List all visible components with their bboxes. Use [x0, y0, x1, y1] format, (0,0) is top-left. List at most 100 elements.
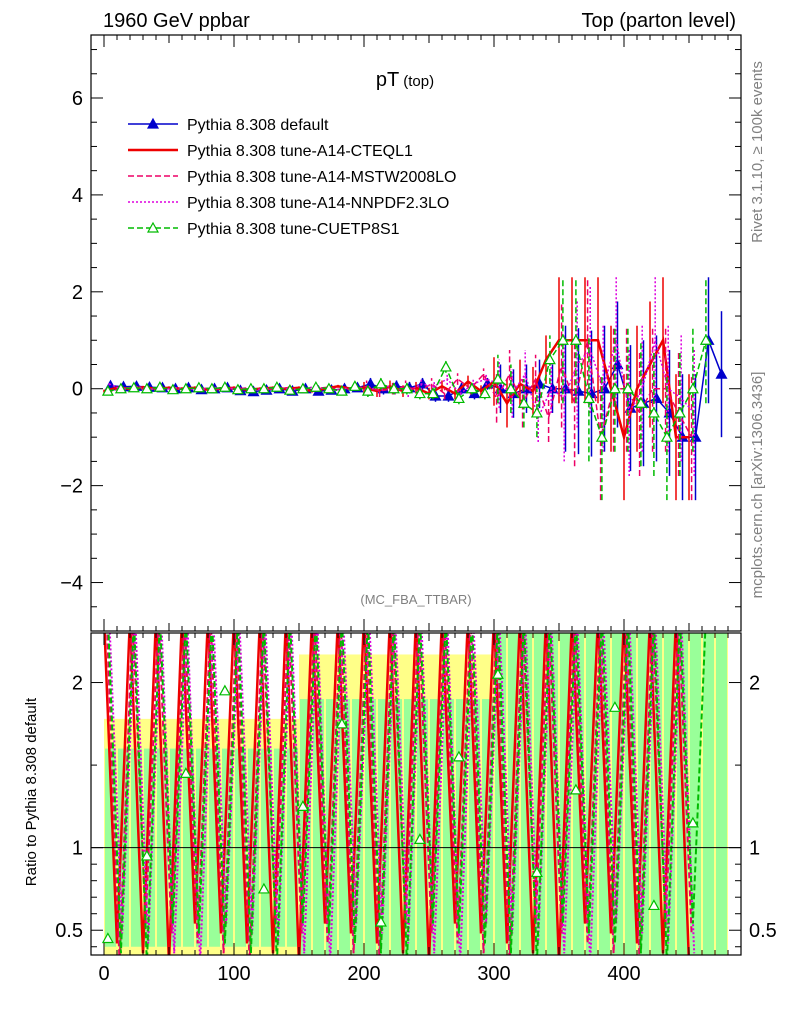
data-point — [504, 382, 517, 394]
legend-label: Pythia 8.308 tune-A14-MSTW2008LO — [187, 169, 456, 186]
header-left: 1960 GeV ppbar — [103, 10, 250, 32]
data-point — [673, 406, 686, 418]
ratio-band-inner — [326, 699, 337, 955]
ratio-band-inner — [469, 699, 480, 955]
data-point — [634, 397, 647, 408]
series-5 — [101, 277, 712, 501]
data-point — [205, 382, 218, 394]
legend-label: Pythia 8.308 tune-A14-CTEQL1 — [187, 143, 413, 160]
data-point — [257, 382, 270, 394]
ratio-band-inner — [313, 699, 324, 955]
legend-entry: Pythia 8.308 tune-A14-CTEQL1 — [128, 143, 413, 160]
data-point — [491, 372, 504, 384]
ratio-series-line — [108, 633, 696, 955]
legend-label: Pythia 8.308 tune-CUETP8S1 — [187, 221, 400, 238]
main-plot-panel: −4 −2 0 2 4 6 pT (top) (MC_FBA_TTBAR) Pythia 8… — [60, 34, 742, 632]
y-tick-label: 0 — [72, 379, 83, 401]
data-point — [127, 381, 140, 393]
data-point — [569, 334, 582, 345]
ratio-series-line — [107, 633, 707, 955]
data-point — [715, 367, 728, 379]
ratio-point — [140, 849, 153, 861]
legend-marker — [146, 117, 160, 129]
ratio-band-inner — [716, 633, 727, 955]
legend-label: Pythia 8.308 default — [187, 117, 329, 134]
main-plot-series — [101, 277, 728, 501]
ratio-point — [569, 783, 582, 795]
legend-entry: Pythia 8.308 default — [128, 117, 329, 134]
rivet-version-label: Rivet 3.1.10, ≥ 100k events — [749, 61, 766, 243]
y-tick-label: −4 — [60, 573, 83, 595]
data-point — [686, 382, 699, 394]
data-point — [114, 382, 127, 394]
ratio-ylabel: Ratio to Pythia 8.308 default — [23, 697, 40, 886]
data-point — [192, 381, 205, 393]
data-point — [426, 387, 439, 399]
data-point — [283, 383, 296, 395]
data-point — [452, 392, 465, 404]
ratio-point — [452, 750, 465, 762]
legend-entry: Pythia 8.308 tune-CUETP8S1 — [128, 221, 400, 238]
data-point — [413, 387, 426, 399]
data-point — [647, 406, 660, 418]
data-point — [296, 382, 309, 394]
series-line — [106, 340, 693, 438]
series-line — [108, 337, 695, 420]
data-point — [608, 382, 621, 394]
ratio-point — [491, 668, 504, 679]
legend-entry: Pythia 8.308 tune-A14-NNPDF2.3LO — [128, 195, 449, 212]
ratio-band-inner — [690, 633, 701, 955]
data-point — [400, 382, 413, 394]
x-tick-label: 100 — [217, 963, 250, 985]
ratio-y-tick-label: 0.5 — [55, 920, 83, 942]
ratio-band-inner — [391, 699, 402, 955]
ratio-point — [608, 701, 621, 712]
data-point — [660, 430, 673, 442]
ratio-plot-panel: 0.5 0.5 1 1 2 2 0 100 200 300 400 Ratio to Pythia … — [23, 632, 777, 985]
legend-marker — [146, 221, 160, 233]
data-point — [387, 382, 400, 394]
data-point — [348, 380, 361, 391]
data-point — [101, 384, 114, 396]
data-point — [439, 360, 452, 372]
data-point — [361, 384, 374, 396]
y-tick-label: −2 — [60, 476, 83, 498]
ratio-point — [296, 800, 309, 811]
data-point — [621, 382, 634, 394]
ratio-band-inner — [703, 633, 714, 955]
ratio-y-tick-label-right: 0.5 — [749, 920, 777, 942]
ratio-band-inner — [417, 699, 428, 955]
legend-entry: Pythia 8.308 tune-A14-MSTW2008LO — [128, 169, 456, 186]
ratio-y-tick-label-right: 2 — [749, 673, 760, 695]
data-point — [442, 389, 455, 401]
series-line — [107, 339, 707, 440]
ratio-band-inner — [443, 699, 454, 955]
x-tick-label: 400 — [607, 963, 640, 985]
ratio-point — [218, 684, 231, 696]
data-point — [179, 382, 192, 394]
plot-title: pT (top) — [376, 69, 434, 91]
analysis-watermark: (MC_FBA_TTBAR) — [360, 592, 471, 607]
x-tick-label: 0 — [98, 963, 109, 985]
legend: Pythia 8.308 default Pythia 8.308 tune-A1… — [128, 117, 456, 238]
ratio-series-line — [103, 633, 690, 955]
data-point — [335, 384, 348, 396]
plot-title-main: pT — [376, 69, 399, 91]
data-point — [517, 397, 530, 408]
data-point — [699, 334, 712, 345]
plot-title-sub: (top) — [403, 73, 434, 90]
y-tick-label: 2 — [72, 282, 83, 304]
y-tick-label: 4 — [72, 185, 83, 207]
ratio-band-inner — [339, 699, 350, 955]
mcplots-label: mcplots.cern.ch [arXiv:1306.3436] — [749, 372, 766, 599]
ratio-band-inner — [365, 699, 376, 955]
legend-label: Pythia 8.308 tune-A14-NNPDF2.3LO — [187, 195, 449, 212]
data-point — [218, 381, 231, 392]
ratio-y-tick-label: 1 — [72, 838, 83, 860]
ratio-point — [530, 866, 543, 878]
x-tick-label: 300 — [477, 963, 510, 985]
ratio-series — [101, 633, 707, 955]
ratio-plot-axes: 0.5 0.5 1 1 2 2 0 100 200 300 400 — [55, 632, 777, 985]
data-point — [556, 334, 569, 345]
